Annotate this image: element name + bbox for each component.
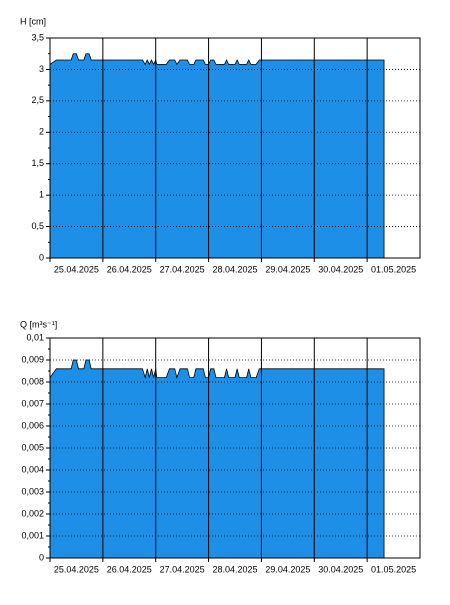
y-tick-label: 0,006 bbox=[21, 420, 44, 430]
x-tick-label: 01.05.2025 bbox=[371, 264, 416, 274]
plot-frame bbox=[49, 337, 421, 559]
y-tick-label: 0,002 bbox=[21, 508, 44, 518]
y-tick-label: 0,004 bbox=[21, 464, 44, 474]
y-tick-label: 0,009 bbox=[21, 354, 44, 364]
x-tick-label: 28.04.2025 bbox=[212, 564, 257, 574]
y-tick-label: 0,008 bbox=[21, 376, 44, 386]
y-tick-label: 0 bbox=[39, 252, 44, 262]
y-tick-label: 0,01 bbox=[26, 332, 44, 342]
x-tick-label: 30.04.2025 bbox=[318, 264, 363, 274]
x-tick-label: 01.05.2025 bbox=[371, 564, 416, 574]
y-axis-label: Q [m³s⁻¹] bbox=[20, 319, 57, 329]
area bbox=[49, 53, 385, 259]
y-tick-label: 1 bbox=[39, 190, 44, 200]
y-tick-label: 0,5 bbox=[31, 221, 44, 231]
x-tick-label: 30.04.2025 bbox=[318, 564, 363, 574]
x-tick-label: 28.04.2025 bbox=[212, 264, 257, 274]
y-tick-label: 3 bbox=[39, 64, 44, 74]
y-tick-label: 2 bbox=[39, 127, 44, 137]
x-tick-label: 26.04.2025 bbox=[107, 564, 152, 574]
x-tick-label: 27.04.2025 bbox=[160, 564, 205, 574]
y-tick-label: 0 bbox=[39, 552, 44, 562]
y-tick-label: 0,005 bbox=[21, 442, 44, 452]
x-tick-label: 26.04.2025 bbox=[107, 264, 152, 274]
x-tick-label: 29.04.2025 bbox=[265, 264, 310, 274]
y-tick-label: 0,001 bbox=[21, 530, 44, 540]
area bbox=[49, 359, 385, 559]
y-tick-label: 1,5 bbox=[31, 158, 44, 168]
y-tick-label: 2,5 bbox=[31, 95, 44, 105]
y-tick-label: 0,003 bbox=[21, 486, 44, 496]
plot-frame bbox=[49, 37, 421, 259]
x-tick-label: 25.04.2025 bbox=[54, 264, 99, 274]
x-tick-label: 25.04.2025 bbox=[54, 564, 99, 574]
y-axis-label: H [cm] bbox=[20, 16, 46, 26]
y-tick-label: 3,5 bbox=[31, 32, 44, 42]
y-tick-label: 0,007 bbox=[21, 398, 44, 408]
x-tick-label: 29.04.2025 bbox=[265, 564, 310, 574]
x-tick-label: 27.04.2025 bbox=[160, 264, 205, 274]
